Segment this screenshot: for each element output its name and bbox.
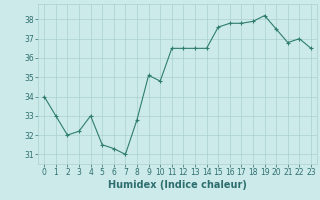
X-axis label: Humidex (Indice chaleur): Humidex (Indice chaleur) [108, 180, 247, 190]
